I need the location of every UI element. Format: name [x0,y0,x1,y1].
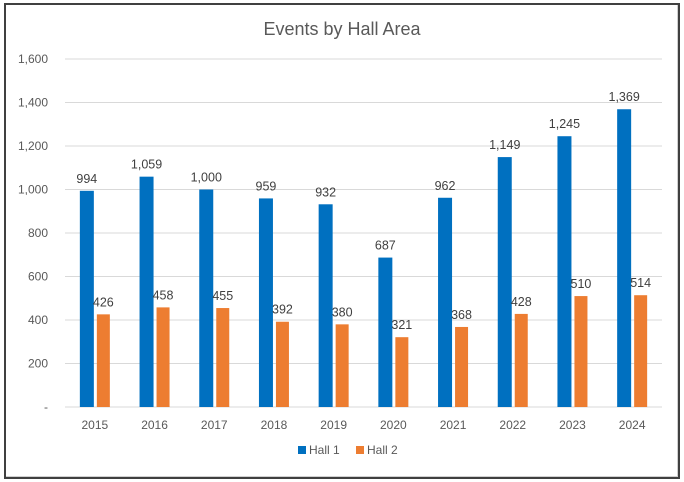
bar-hall-2-2024 [634,295,648,407]
data-label-hall-2-2016: 458 [153,288,174,302]
data-label-hall-2-2020: 321 [391,318,412,332]
x-axis-tick-labels: 2015 2016 2017 2018 2019 2020 2021 2022 2023 2024 [81,418,645,432]
x-tick-label: 2016 [141,418,168,432]
bar-hall-2-2018 [275,321,289,407]
data-label-hall-1-2024: 1,369 [609,90,640,104]
data-label-hall-1-2015: 994 [76,172,97,186]
bar-hall-1-2017 [199,189,214,407]
bar-hall-2-2015 [96,314,110,407]
x-tick-label: 2024 [619,418,646,432]
data-label-hall-1-2019: 932 [315,185,336,199]
bars [79,109,648,408]
y-tick-label: 1,400 [18,96,48,110]
y-tick-label: 1,600 [18,52,48,66]
data-label-hall-1-2018: 959 [256,179,277,193]
bar-hall-2-2019 [335,324,349,407]
chart-frame-shadow [6,5,678,477]
bar-hall-2-2022 [514,313,528,407]
bar-hall-1-2019 [318,204,333,407]
bar-hall-1-2024 [617,109,632,408]
y-tick-label: 600 [28,270,48,284]
legend-swatch-hall-1 [298,446,306,454]
y-tick-label: 400 [28,313,48,327]
bar-hall-1-2021 [438,197,453,407]
y-tick-label: 800 [28,226,48,240]
data-label-hall-1-2022: 1,149 [489,138,520,152]
data-label-hall-2-2023: 510 [571,277,592,291]
legend-label-hall-1: Hall 1 [309,443,340,457]
bar-hall-1-2018 [258,198,273,407]
legend-swatch-hall-2 [356,446,364,454]
x-tick-label: 2023 [559,418,586,432]
bar-hall-2-2023 [574,296,588,407]
bar-hall-2-2017 [216,308,230,407]
x-tick-label: 2022 [499,418,526,432]
data-label-hall-2-2021: 368 [451,308,472,322]
data-label-hall-1-2020: 687 [375,239,396,253]
bar-hall-1-2023 [557,136,572,407]
x-tick-label: 2018 [261,418,288,432]
y-tick-label: - [44,400,48,414]
y-axis-tick-labels: - 200 400 600 800 1,000 1,200 1,400 1,600 [18,52,48,414]
data-label-hall-2-2018: 392 [272,303,293,317]
y-tick-label: 1,000 [18,183,48,197]
y-tick-label: 1,200 [18,139,48,153]
chart-title: Events by Hall Area [263,19,421,39]
x-tick-label: 2020 [380,418,407,432]
data-label-hall-2-2017: 455 [212,289,233,303]
data-label-hall-1-2017: 1,000 [191,171,222,185]
legend: Hall 1 Hall 2 [298,443,398,457]
x-tick-label: 2015 [81,418,108,432]
bar-hall-2-2016 [156,307,170,407]
x-tick-label: 2021 [440,418,467,432]
bar-hall-1-2016 [139,176,154,407]
data-label-hall-1-2016: 1,059 [131,158,162,172]
bar-hall-1-2022 [497,157,512,407]
data-labels: 994 426 1,059 458 1,000 455 959 392 932 380 687 321… [76,90,651,332]
bar-hall-2-2020 [395,337,409,407]
legend-label-hall-2: Hall 2 [367,443,398,457]
data-label-hall-2-2024: 514 [630,276,651,290]
data-label-hall-1-2021: 962 [435,179,456,193]
bar-hall-1-2020 [378,257,393,407]
y-tick-label: 200 [28,357,48,371]
data-label-hall-1-2023: 1,245 [549,117,580,131]
x-tick-label: 2017 [201,418,228,432]
bar-hall-2-2021 [455,326,469,407]
gridlines [65,58,662,408]
bar-hall-1-2015 [79,190,94,407]
data-label-hall-2-2022: 428 [511,295,532,309]
x-tick-label: 2019 [320,418,347,432]
data-label-hall-2-2015: 426 [93,295,114,309]
data-label-hall-2-2019: 380 [332,305,353,319]
